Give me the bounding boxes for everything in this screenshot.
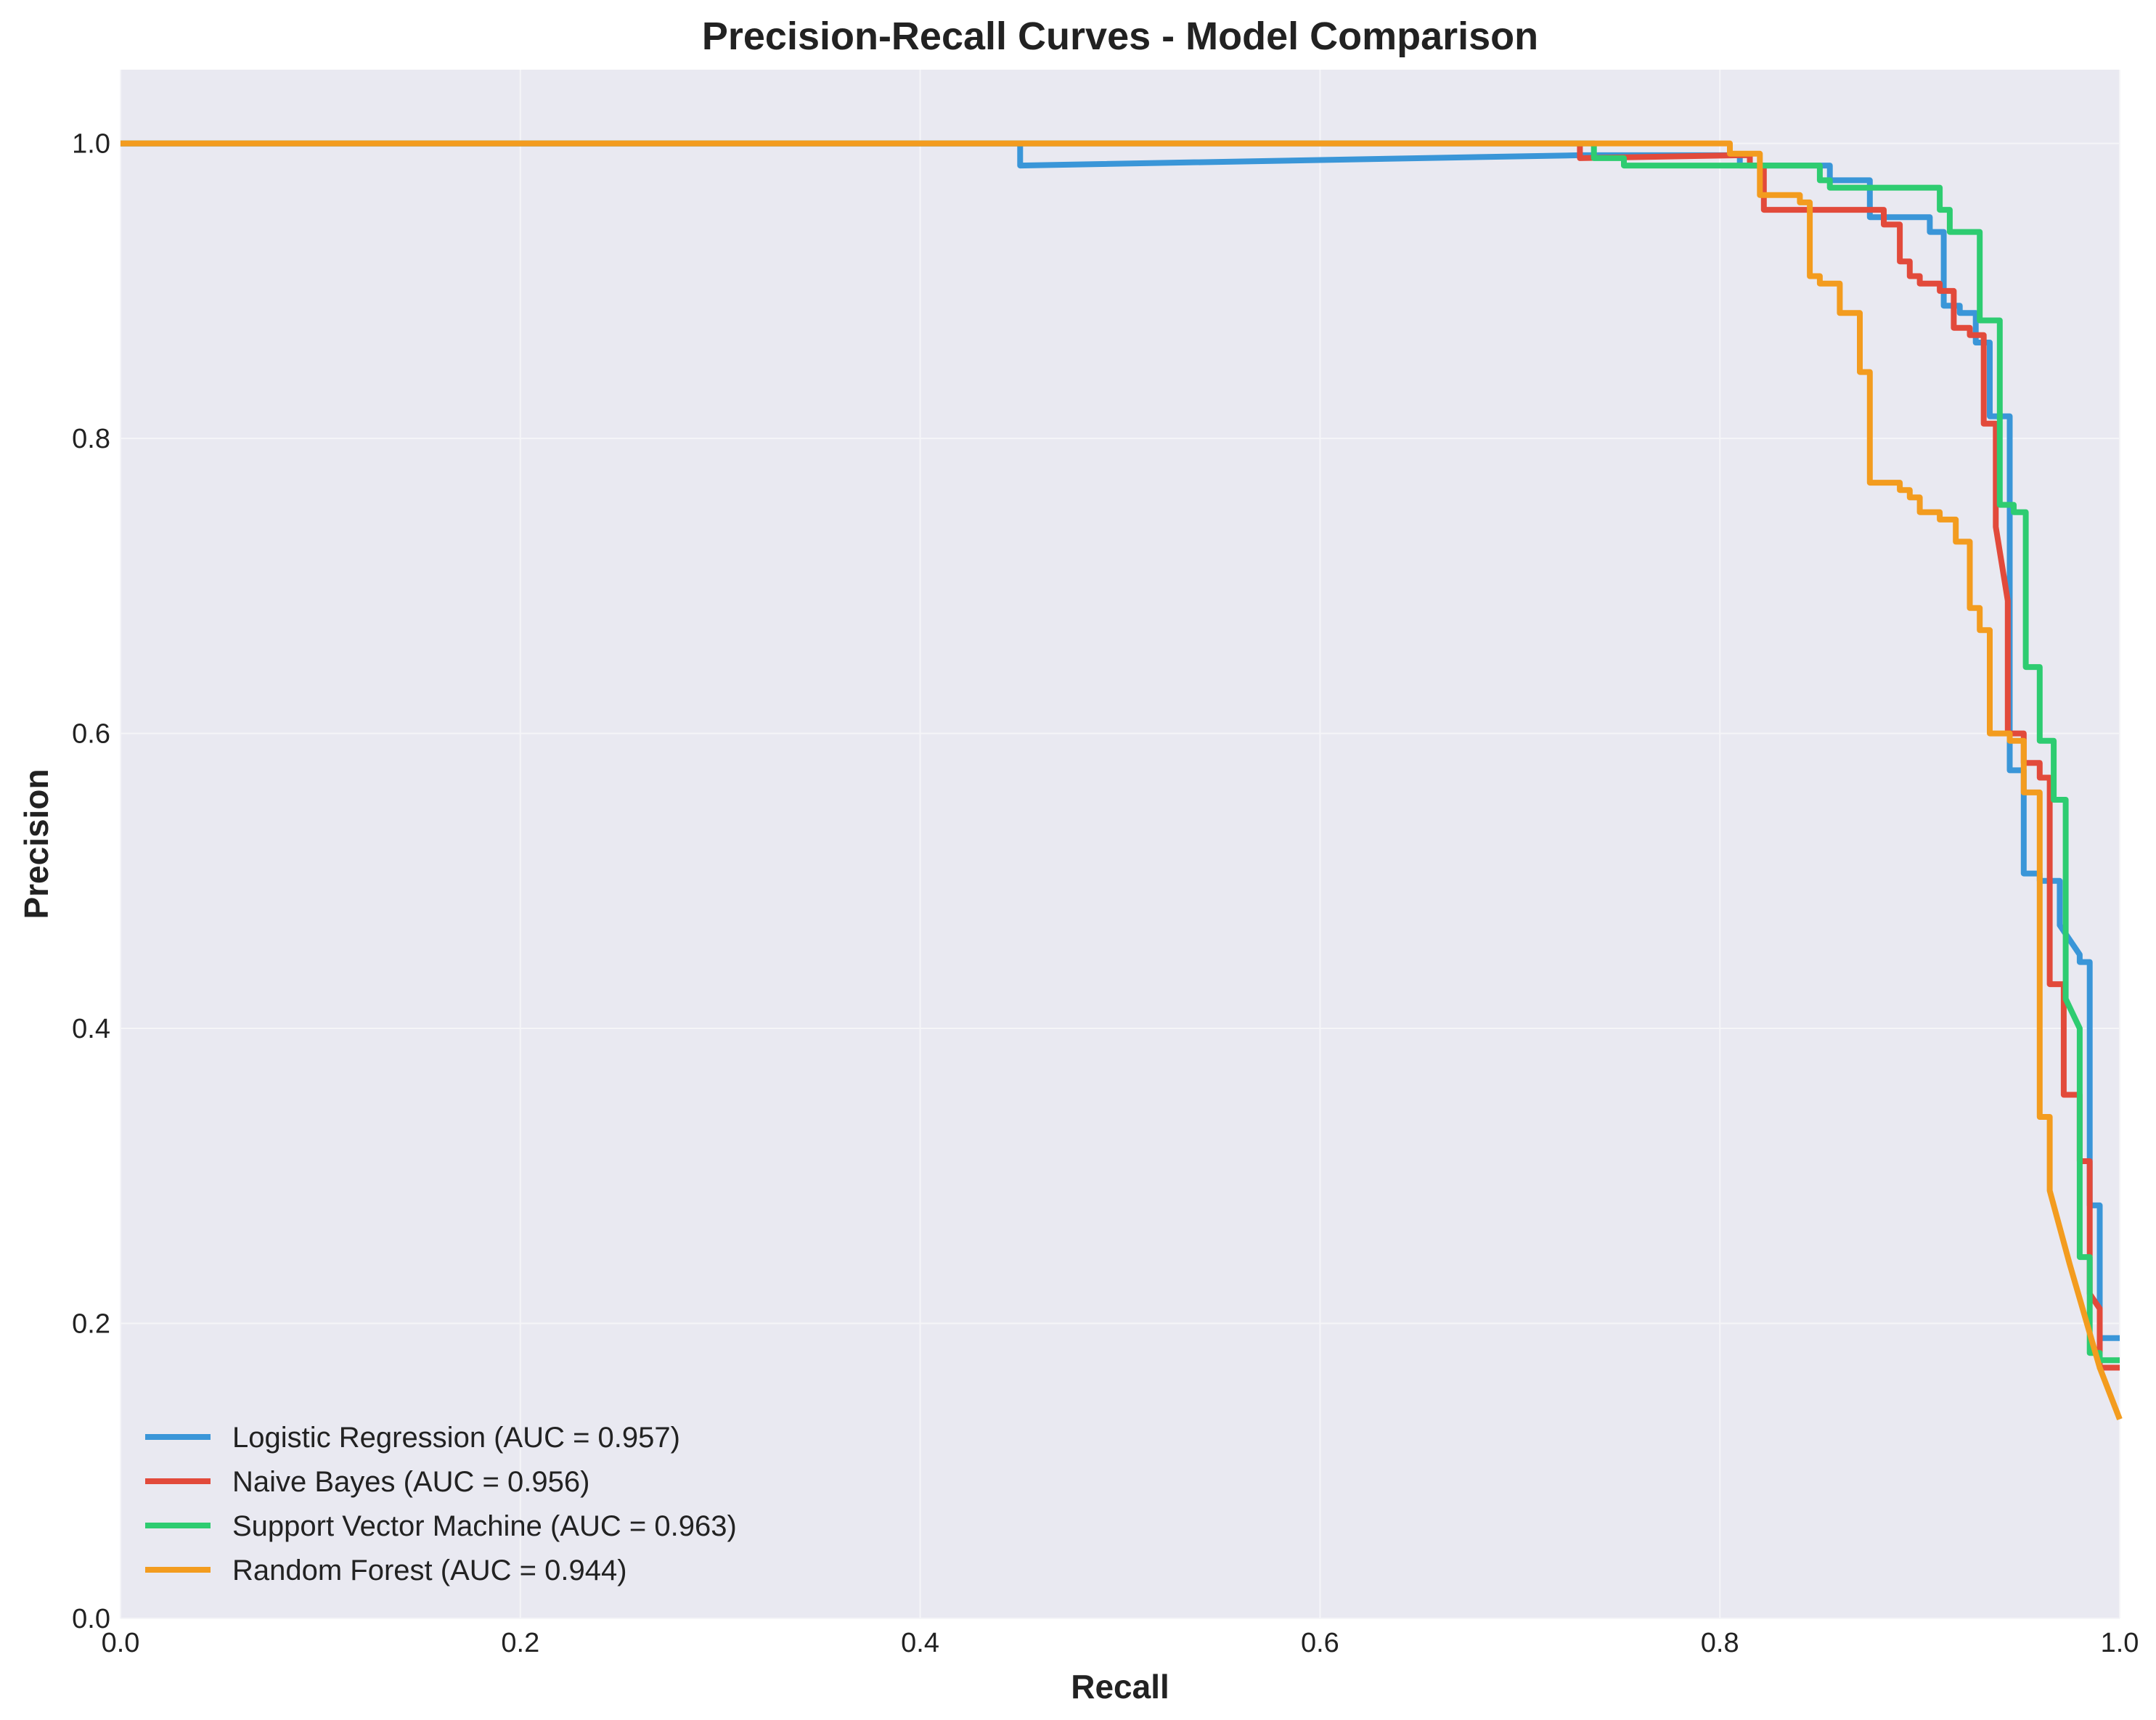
x-tick-label: 0.8 [1701,1628,1739,1658]
y-tick-label: 0.4 [72,1014,110,1044]
y-tick-label: 0.0 [72,1604,110,1634]
y-tick-labels: 0.0 0.2 0.4 0.6 0.8 1.0 [72,129,110,1634]
y-tick-label: 0.8 [72,424,110,454]
series-line-0 [121,140,2120,1341]
x-tick-label: 1.0 [2101,1628,2139,1658]
x-tick-label: 0.4 [901,1628,939,1658]
plot-background [121,70,2120,1618]
y-axis-title: Precision [17,769,55,919]
series-line-2 [121,140,2120,1364]
series-line-1 [121,140,2120,1371]
legend: Logistic Regression (AUC = 0.957) Naive B… [145,1422,737,1586]
x-tick-label: 0.0 [102,1628,140,1658]
x-tick-label: 0.6 [1301,1628,1339,1658]
series-lines [121,140,2123,1421]
legend-label: Naive Bayes (AUC = 0.956) [232,1466,589,1498]
legend-label: Random Forest (AUC = 0.944) [232,1555,627,1586]
series-line-3 [121,140,2123,1421]
legend-label: Support Vector Machine (AUC = 0.963) [232,1510,737,1542]
x-tick-label: 0.2 [501,1628,539,1658]
chart-title: Precision-Recall Curves - Model Comparis… [702,15,1538,58]
x-axis-title: Recall [1071,1668,1169,1705]
y-tick-label: 0.2 [72,1309,110,1340]
y-tick-label: 1.0 [72,129,110,160]
x-tick-labels: 0.0 0.2 0.4 0.6 0.8 1.0 [102,1628,2139,1658]
legend-label: Logistic Regression (AUC = 0.957) [232,1422,680,1454]
y-tick-label: 0.6 [72,719,110,750]
